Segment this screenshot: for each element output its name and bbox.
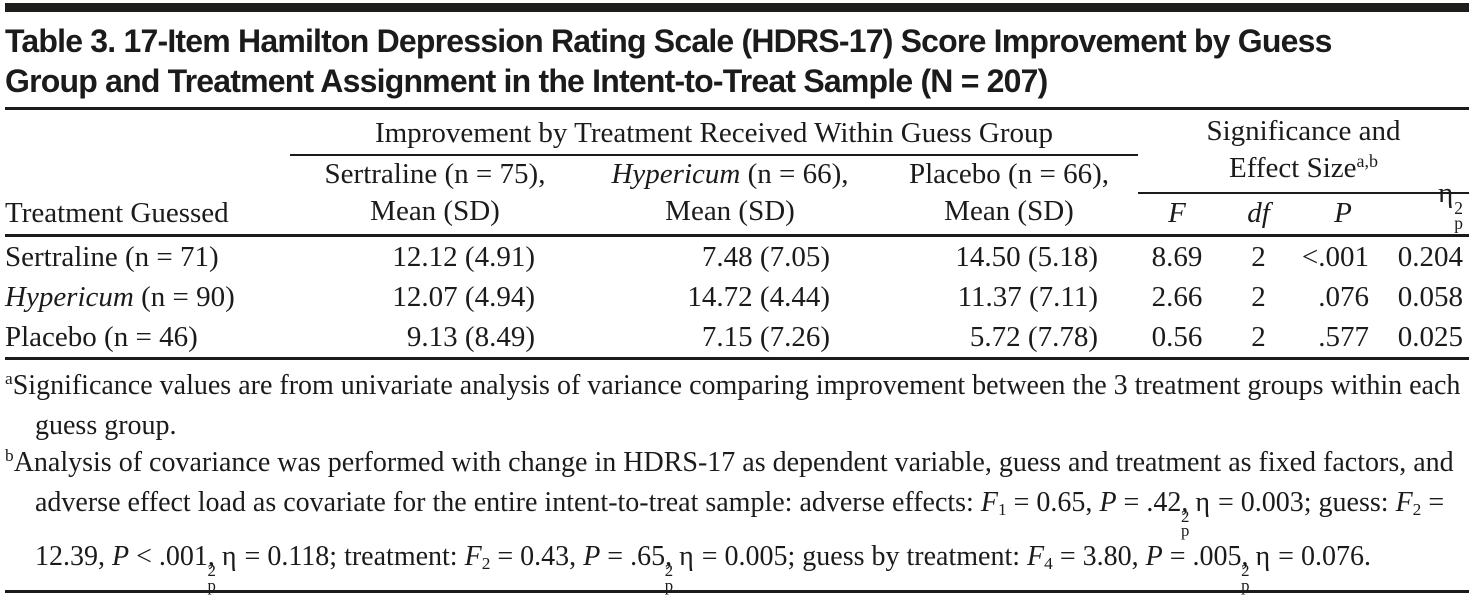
treatment-guessed-label: Treatment Guessed [5,197,229,229]
column-header-hypericum: Hypericum (n = 66), Mean (SD) [580,156,880,234]
column-header-placebo-line1: Placebo (n = 66), [909,158,1109,190]
cell-df: 2 [1251,280,1266,313]
table-body: Sertraline (n = 71) 12.12 (4.91) 7.48 (7… [5,237,1469,357]
cell-partial-eta-squared: 0.058 [1397,280,1463,313]
column-header-placebo-line2: Mean (SD) [944,195,1074,227]
cell-placebo-mean-sd: 5.72 (7.78) [969,320,1098,353]
column-header-sertraline-line2: Mean (SD) [370,195,500,227]
column-header-p: P [1334,197,1352,229]
column-header-sertraline-line1: Sertraline (n = 75), [324,158,546,190]
body-divider [5,357,1469,360]
cell-f: 0.56 [1151,320,1203,353]
column-header-f: F [1168,197,1186,229]
column-header-treatment-guessed: Treatment Guessed [5,110,290,234]
column-header-placebo: Placebo (n = 66), Mean (SD) [880,156,1138,234]
cell-p: .076 [1318,280,1369,313]
row-label-placebo-guess: Placebo (n = 46) [5,320,198,353]
spanner-improvement-by-treatment: Improvement by Treatment Received Within… [290,110,1138,156]
cell-sertraline-mean-sd: 12.12 (4.91) [392,240,535,273]
cell-df: 2 [1251,320,1266,353]
column-header-hypericum-line2: Mean (SD) [665,195,795,227]
row-label-sertraline-guess: Sertraline (n = 71) [5,240,219,273]
column-header-df: df [1247,197,1270,229]
spanner-significance-line2: Effect Sizea,b [1229,151,1378,184]
cell-sertraline-mean-sd: 9.13 (8.49) [406,320,535,353]
spanner-significance-effect-size: Significance and Effect Sizea,b [1138,110,1469,194]
cell-f: 2.66 [1151,280,1203,313]
footnote-b: bAnalysis of covariance was performed wi… [5,446,1454,595]
top-bar [5,3,1469,12]
header-divider [5,234,1469,237]
cell-placebo-mean-sd: 14.50 (5.18) [955,240,1098,273]
cell-hypericum-mean-sd: 14.72 (4.44) [687,280,830,313]
row-label-hypericum-guess: Hypericum (n = 90) [5,280,235,313]
spanner-significance-line1: Significance and [1206,115,1401,147]
cell-p: <.001 [1301,240,1369,273]
footnotes: aSignificance values are from univariate… [5,360,1469,595]
cell-df: 2 [1251,240,1266,273]
cell-hypericum-mean-sd: 7.48 (7.05) [701,240,830,273]
column-header-hypericum-line1: Hypericum (n = 66), [611,158,849,190]
title-divider [5,107,1469,110]
table-title: Table 3. 17-Item Hamilton Depression Rat… [5,23,1332,99]
cell-f: 8.69 [1151,240,1203,273]
column-header-sertraline: Sertraline (n = 75), Mean (SD) [290,156,580,234]
cell-placebo-mean-sd: 11.37 (7.11) [957,280,1098,313]
bottom-divider [5,590,1469,593]
cell-hypericum-mean-sd: 7.15 (7.26) [701,320,830,353]
cell-p: .577 [1318,320,1369,353]
cell-partial-eta-squared: 0.204 [1397,240,1463,273]
footnote-a: aSignificance values are from univariate… [5,369,1461,441]
table-header: Treatment Guessed Improvement by Treatme… [5,110,1469,234]
cell-sertraline-mean-sd: 12.07 (4.94) [392,280,535,313]
spanner-improvement-label: Improvement by Treatment Received Within… [374,117,1054,149]
cell-partial-eta-squared: 0.025 [1397,320,1463,353]
